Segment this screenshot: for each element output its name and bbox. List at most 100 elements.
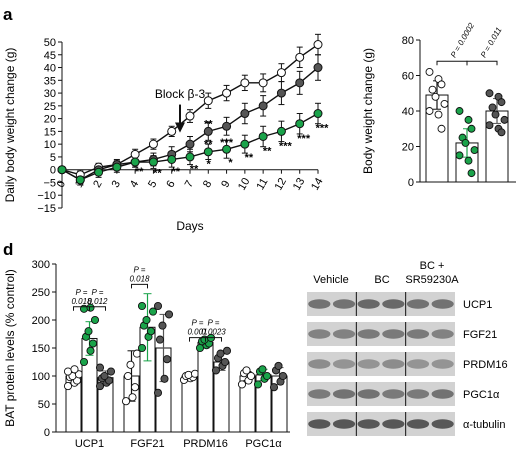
data-point-vehicle: [295, 52, 305, 62]
blot-band: [357, 299, 380, 309]
p-value-label: P =: [208, 319, 220, 328]
significance-mark: *: [206, 158, 211, 170]
y-tick-label: 20: [402, 142, 414, 154]
blot-band: [357, 419, 380, 429]
y-tick-label: 40: [402, 106, 414, 118]
p-bracket: [89, 306, 106, 311]
p-bracket: [466, 60, 498, 66]
x-tick-label: 5: [146, 179, 159, 190]
blot-band: [406, 419, 430, 429]
significance-mark: **: [190, 164, 199, 176]
blot-band: [357, 329, 380, 339]
data-point-bc: [86, 346, 95, 355]
bar-vehicle: [181, 375, 198, 433]
significance-mark: ***: [279, 141, 293, 153]
data-point-vehicle: [222, 88, 232, 98]
blot-strip: [307, 352, 455, 376]
p-value-number: 0.012: [87, 297, 108, 306]
y-tick-label: 50: [38, 399, 50, 411]
blot-band: [382, 359, 405, 369]
data-point-bc: [464, 115, 473, 124]
data-point-bc_sr: [153, 388, 163, 397]
p-value-number: 0.018: [129, 274, 150, 283]
data-point-bc_sr: [95, 363, 105, 372]
significance-mark: ***: [297, 133, 311, 145]
y-tick-label: 0: [50, 165, 56, 177]
data-point-bc: [258, 131, 268, 141]
x-axis-title: Days: [176, 219, 203, 233]
y-axis-title: BAT protein levels (% control): [3, 269, 17, 427]
data-point-bc: [240, 139, 250, 149]
data-point-vehicle: [258, 78, 268, 88]
blot-band: [308, 389, 331, 399]
data-point-bc_sr: [155, 335, 165, 344]
data-point-bc_sr: [488, 103, 497, 112]
line-chart: −15−10−505101520253035404550012345678910…: [3, 33, 329, 233]
data-point-vehicle: [428, 85, 437, 94]
y-tick-label: 150: [32, 343, 50, 355]
category-label: FGF21: [130, 438, 164, 450]
p-value-number: 0.0023: [201, 328, 226, 337]
data-point-bc: [112, 162, 122, 172]
data-point-bc_sr: [274, 361, 283, 370]
data-point-vehicle: [437, 124, 446, 133]
significance-mark: ***: [220, 137, 234, 149]
data-point-bc_sr: [313, 63, 323, 73]
x-tick-label: 11: [254, 176, 270, 192]
data-point-bc: [94, 167, 104, 177]
x-tick-label: 7: [183, 179, 196, 190]
data-point-bc: [84, 327, 93, 336]
annotation-text: Block β-3: [155, 87, 206, 101]
data-point-bc_sr: [203, 126, 213, 136]
data-point-vehicle: [148, 139, 158, 149]
y-tick-label: −10: [37, 190, 56, 202]
data-point-bc_sr: [220, 357, 230, 367]
category-label: UCP1: [75, 438, 104, 450]
data-point-vehicle: [128, 393, 137, 402]
blot-band: [406, 299, 430, 309]
data-point-bc_sr: [211, 366, 221, 375]
data-point-bc: [148, 307, 158, 316]
p-value-label: P =: [76, 288, 88, 297]
data-point-vehicle: [167, 126, 177, 136]
data-point-bc_sr: [485, 89, 494, 98]
blot-band: [308, 299, 331, 309]
data-point-bc: [461, 138, 470, 147]
data-point-bc_sr: [162, 355, 172, 364]
protein-label: α-tubulin: [463, 419, 505, 431]
bar-bc: [197, 341, 214, 433]
data-point-vehicle: [184, 370, 193, 379]
data-point-vehicle: [123, 371, 133, 381]
data-point-bc: [130, 157, 140, 167]
data-point-bc_sr: [158, 321, 167, 330]
blot-band: [406, 359, 430, 369]
blot-band: [382, 419, 405, 429]
data-point-bc: [276, 126, 286, 136]
data-point-bc_sr: [258, 101, 268, 111]
blot-band: [332, 299, 356, 309]
p-value-number: 0.001: [187, 328, 207, 337]
category-label: PRDM16: [183, 438, 228, 450]
y-tick-label: −15: [37, 203, 56, 215]
data-point-bc_sr: [222, 346, 232, 355]
blot-band: [308, 359, 331, 369]
significance-mark: **: [153, 167, 162, 179]
y-axis-title: Body weight change (g): [361, 48, 375, 174]
data-point-bc_sr: [95, 382, 105, 391]
blot-strip: [307, 412, 455, 436]
data-point-bc: [79, 357, 89, 367]
data-point-vehicle: [237, 380, 247, 389]
data-point-bc: [86, 303, 95, 312]
data-point-bc_sr: [240, 109, 250, 119]
significance-mark: **: [245, 152, 254, 164]
significance-mark: *: [228, 157, 233, 169]
y-tick-label: 0: [408, 177, 414, 189]
data-point-vehicle: [185, 111, 195, 121]
data-point-bc: [146, 327, 156, 336]
data-point-vehicle: [437, 80, 446, 89]
y-tick-label: 5: [50, 152, 56, 164]
y-axis-title: Daily body weight change (g): [3, 48, 17, 203]
x-tick-label: 14: [309, 176, 326, 193]
blot-band: [431, 299, 454, 309]
data-point-bc_sr: [276, 88, 286, 98]
